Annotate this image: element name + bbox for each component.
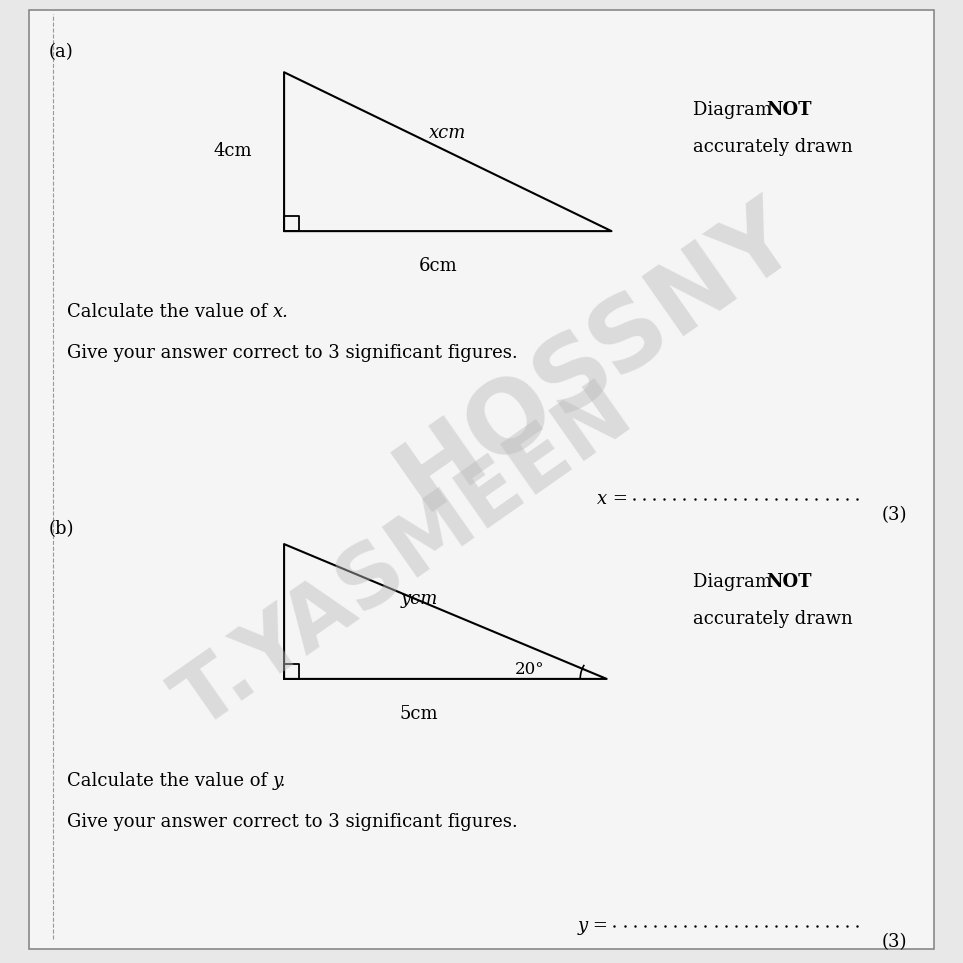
Text: accurately drawn: accurately drawn — [693, 610, 853, 628]
Text: HOSSNY: HOSSNY — [379, 184, 815, 529]
Text: Calculate the value of: Calculate the value of — [67, 772, 273, 791]
Text: accurately drawn: accurately drawn — [693, 138, 853, 156]
Text: 4cm: 4cm — [214, 143, 252, 160]
Text: y =: y = — [578, 918, 609, 935]
Text: Calculate the value of: Calculate the value of — [67, 303, 273, 322]
Text: (3): (3) — [881, 933, 906, 950]
Text: (3): (3) — [881, 507, 906, 524]
Text: x.: x. — [273, 303, 288, 322]
Text: Give your answer correct to 3 significant figures.: Give your answer correct to 3 significan… — [67, 344, 518, 362]
Text: 6cm: 6cm — [419, 257, 457, 275]
Text: T.YASMEEN: T.YASMEEN — [161, 371, 648, 746]
Text: NOT: NOT — [767, 101, 812, 119]
Text: Diagram: Diagram — [693, 101, 778, 119]
Text: Diagram: Diagram — [693, 573, 778, 591]
Text: 5cm: 5cm — [400, 705, 438, 723]
Text: NOT: NOT — [767, 573, 812, 591]
Text: Give your answer correct to 3 significant figures.: Give your answer correct to 3 significan… — [67, 813, 518, 831]
Text: ycm: ycm — [401, 590, 437, 608]
Text: xcm: xcm — [429, 124, 466, 142]
Text: y.: y. — [273, 772, 286, 791]
Text: (b): (b) — [48, 520, 73, 538]
Text: (a): (a) — [48, 43, 73, 62]
Text: x =: x = — [597, 490, 628, 508]
Text: 20°: 20° — [515, 661, 545, 678]
